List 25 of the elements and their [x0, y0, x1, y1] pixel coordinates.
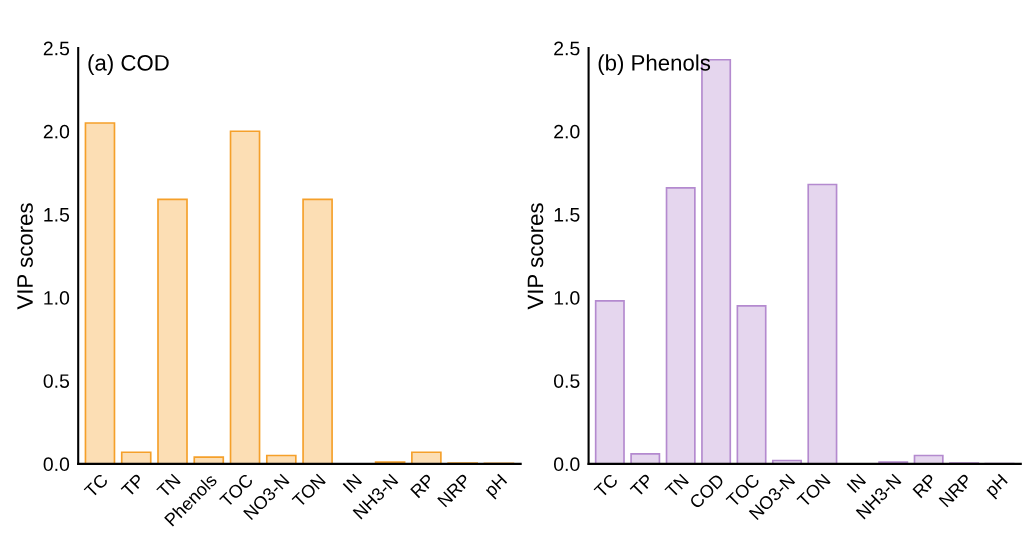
x-tick-label: RP	[912, 473, 938, 499]
x-tick-label: TC	[593, 473, 619, 499]
x-tick-label: TP	[629, 473, 654, 498]
chart-title: (a) COD	[88, 54, 169, 76]
y-tick-label: 1.5	[554, 208, 580, 222]
y-tick-label: 2.5	[43, 41, 70, 56]
x-tick-label: pH	[984, 473, 1011, 500]
x-tick-label: TC	[83, 473, 109, 499]
y-tick-label: 2.0	[43, 124, 70, 139]
x-tick-label: pH	[483, 473, 510, 500]
y-tick-label: 0.5	[553, 374, 580, 388]
y-axis-title: VIP scores	[17, 203, 33, 310]
y-tick-label: 2.5	[554, 41, 580, 56]
y-tick-label: 1.0	[554, 291, 580, 305]
y-tick-label: 1.0	[44, 291, 70, 305]
x-tick-label: RP	[410, 473, 435, 499]
y-tick-label: 0.5	[43, 374, 70, 388]
y-tick-label: 1.5	[44, 208, 70, 222]
y-axis-title: VIP scores	[527, 203, 544, 310]
y-tick-label: 2.0	[554, 124, 580, 139]
x-tick-label: TP	[120, 473, 145, 498]
x-tick-label: TN	[664, 473, 689, 499]
chart-title: (b) Phenols	[598, 54, 711, 76]
y-tick-label: 0.0	[553, 457, 580, 472]
y-tick-label: 0.0	[43, 457, 70, 472]
